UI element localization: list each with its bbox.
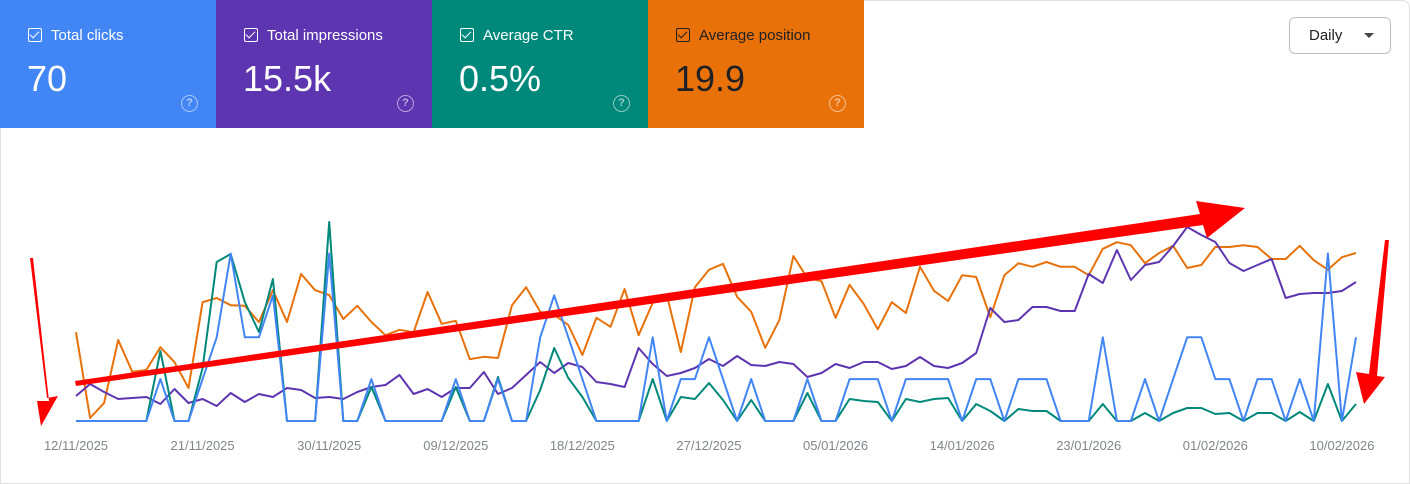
card-total-clicks[interactable]: Total clicks 70 ?	[0, 0, 216, 128]
checkbox-checked-icon[interactable]	[460, 28, 474, 42]
help-circle-icon[interactable]: ?	[613, 95, 630, 112]
card-total-impressions[interactable]: Total impressions 15.5k ?	[216, 0, 432, 128]
card-label: Total clicks	[51, 27, 124, 44]
x-tick-label: 23/01/2026	[1056, 438, 1121, 453]
card-average-ctr[interactable]: Average CTR 0.5% ?	[432, 0, 648, 128]
granularity-selected: Daily	[1309, 27, 1343, 44]
x-tick-label: 12/11/2025	[44, 438, 108, 453]
x-tick-label: 21/11/2025	[171, 438, 235, 453]
x-tick-label: 09/12/2025	[423, 438, 488, 453]
card-value: 19.9	[675, 58, 746, 99]
x-tick-label: 05/01/2026	[803, 438, 868, 453]
card-value: 70	[27, 58, 68, 99]
x-tick-label: 14/01/2026	[930, 438, 995, 453]
card-label: Total impressions	[267, 27, 383, 44]
card-average-position[interactable]: Average position 19.9 ?	[648, 0, 864, 128]
card-label: Average CTR	[483, 27, 574, 44]
x-tick-label: 10/02/2026	[1309, 438, 1374, 453]
caret-down-icon	[1364, 33, 1374, 38]
red-arrow-down-left	[27, 258, 58, 426]
total-clicks-line	[76, 252, 1357, 422]
average-ctr-line	[76, 221, 1357, 422]
red-arrow-down-right	[1356, 240, 1389, 404]
card-value: 0.5%	[459, 58, 542, 99]
average-position-line	[75, 241, 1357, 419]
help-circle-icon[interactable]: ?	[397, 95, 414, 112]
annotations	[27, 201, 1389, 426]
checkbox-checked-icon[interactable]	[28, 28, 42, 42]
help-circle-icon[interactable]: ?	[181, 95, 198, 112]
x-tick-label: 27/12/2025	[676, 438, 741, 453]
x-tick-label: 18/12/2025	[550, 438, 615, 453]
x-tick-label: 30/11/2025	[297, 438, 361, 453]
granularity-dropdown[interactable]: Daily	[1289, 17, 1391, 54]
checkbox-checked-icon[interactable]	[244, 28, 258, 42]
help-circle-icon[interactable]: ?	[829, 95, 846, 112]
metric-cards: Total clicks 70 ? Total impressions 15.5…	[0, 0, 864, 128]
red-arrow-trend-up	[75, 201, 1245, 386]
card-label: Average position	[699, 27, 811, 44]
checkbox-checked-icon[interactable]	[676, 28, 690, 42]
total-impressions-line	[75, 226, 1357, 407]
x-axis-ticks: 12/11/2025 21/11/2025 30/11/2025 09/12/2025…	[44, 438, 1375, 453]
x-tick-label: 01/02/2026	[1183, 438, 1248, 453]
chart-series	[75, 221, 1357, 422]
card-value: 15.5k	[243, 58, 332, 99]
